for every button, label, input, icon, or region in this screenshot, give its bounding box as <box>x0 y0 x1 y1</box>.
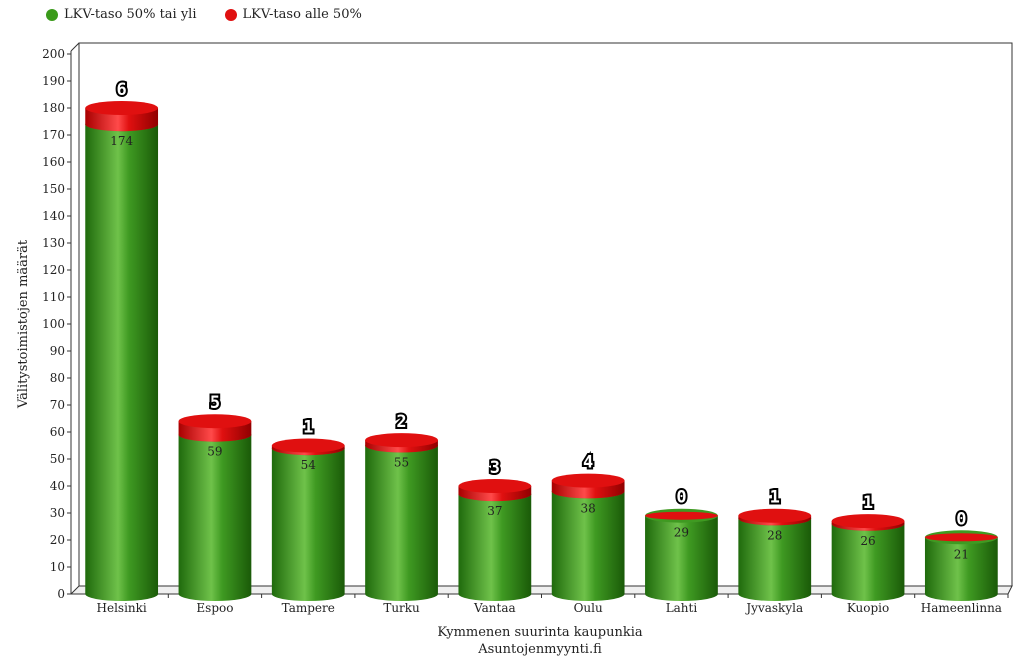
bar-red <box>271 438 345 456</box>
x-axis-subtitle: Asuntojenmyynti.fi <box>477 642 602 657</box>
data-label-green: 29 <box>674 526 689 540</box>
data-label-red: 2 <box>396 412 406 432</box>
y-tick-label: 40 <box>50 479 65 493</box>
bar-red <box>365 433 438 453</box>
x-tick-label: Jyvaskyla <box>744 601 803 615</box>
y-tick-label: 110 <box>42 290 65 304</box>
bar-green <box>645 508 718 601</box>
y-tick-label: 140 <box>42 209 65 223</box>
y-tick-label: 190 <box>42 74 65 88</box>
bar-red <box>645 511 718 520</box>
data-label-green: 55 <box>394 456 409 470</box>
data-label-red: 1 <box>863 493 873 513</box>
data-label-red: 0 <box>956 509 966 529</box>
y-tick-label: 30 <box>50 506 65 520</box>
y-tick-label: 60 <box>50 425 65 439</box>
y-tick-label: 20 <box>50 533 65 547</box>
x-tick-label: Hameenlinna <box>921 601 1002 615</box>
bar-red <box>458 479 532 502</box>
y-tick-label: 160 <box>42 155 65 169</box>
data-label-red: 4 <box>583 453 593 473</box>
bar-red <box>738 508 812 526</box>
data-label-red: 1 <box>303 418 313 438</box>
data-label-green: 59 <box>207 445 222 459</box>
y-tick-label: 200 <box>42 47 65 61</box>
y-tick-label: 150 <box>42 182 65 196</box>
data-label-red: 6 <box>117 80 127 100</box>
legend-item-high: LKV-taso 50% tai yli <box>46 7 197 22</box>
data-label-red: 1 <box>770 488 780 508</box>
data-label-green: 28 <box>767 528 782 542</box>
bar-red <box>551 473 625 499</box>
data-label-red: 3 <box>490 458 500 478</box>
x-tick-label: Helsinki <box>97 601 147 615</box>
legend-label: LKV-taso 50% tai yli <box>64 7 197 22</box>
y-axis-cap <box>70 42 80 52</box>
data-label-red: 5 <box>210 393 220 413</box>
y-tick-label: 100 <box>42 317 65 331</box>
y-tick-label: 80 <box>50 371 65 385</box>
data-label-green: 37 <box>487 504 502 518</box>
data-label-red: 0 <box>676 488 686 508</box>
bar-red <box>178 414 252 442</box>
data-label-green: 26 <box>860 534 875 548</box>
legend-item-low: LKV-taso alle 50% <box>224 7 362 22</box>
x-axis-title: Kymmenen suurinta kaupunkia <box>437 625 643 640</box>
legend-marker-red <box>224 8 237 21</box>
bar-green <box>85 117 159 601</box>
x-tick-label: Oulu <box>574 601 603 615</box>
bar-red <box>924 533 998 542</box>
y-tick-label: 70 <box>50 398 65 412</box>
y-tick-label: 50 <box>50 452 65 466</box>
x-tick-label: Espoo <box>196 601 233 615</box>
y-tick-label: 130 <box>42 236 65 250</box>
y-tick-label: 120 <box>42 263 65 277</box>
y-tick-label: 180 <box>42 101 65 115</box>
x-tick-label: Lahti <box>666 601 698 615</box>
y-tick-label: 90 <box>50 344 65 358</box>
x-tick-label: Vantaa <box>473 601 516 615</box>
y-tick-label: 0 <box>57 587 65 601</box>
data-label-green: 54 <box>301 458 317 472</box>
bar-red <box>831 514 905 531</box>
x-tick-label: Turku <box>383 601 420 615</box>
data-label-green: 174 <box>110 134 133 148</box>
legend-marker-green <box>46 8 58 21</box>
y-tick-label: 10 <box>50 560 65 574</box>
bar-red <box>85 101 159 132</box>
legend: LKV-taso 50% tai yli LKV-taso alle 50% <box>46 7 362 22</box>
data-label-green: 38 <box>581 501 596 515</box>
y-tick-label: 170 <box>42 128 65 142</box>
y-axis-title: Välitystoimistojen määrät <box>16 239 31 409</box>
legend-label: LKV-taso alle 50% <box>242 7 362 22</box>
data-label-green: 21 <box>954 547 969 561</box>
x-tick-label: Kuopio <box>847 601 889 615</box>
x-tick-label: Tampere <box>282 601 335 615</box>
